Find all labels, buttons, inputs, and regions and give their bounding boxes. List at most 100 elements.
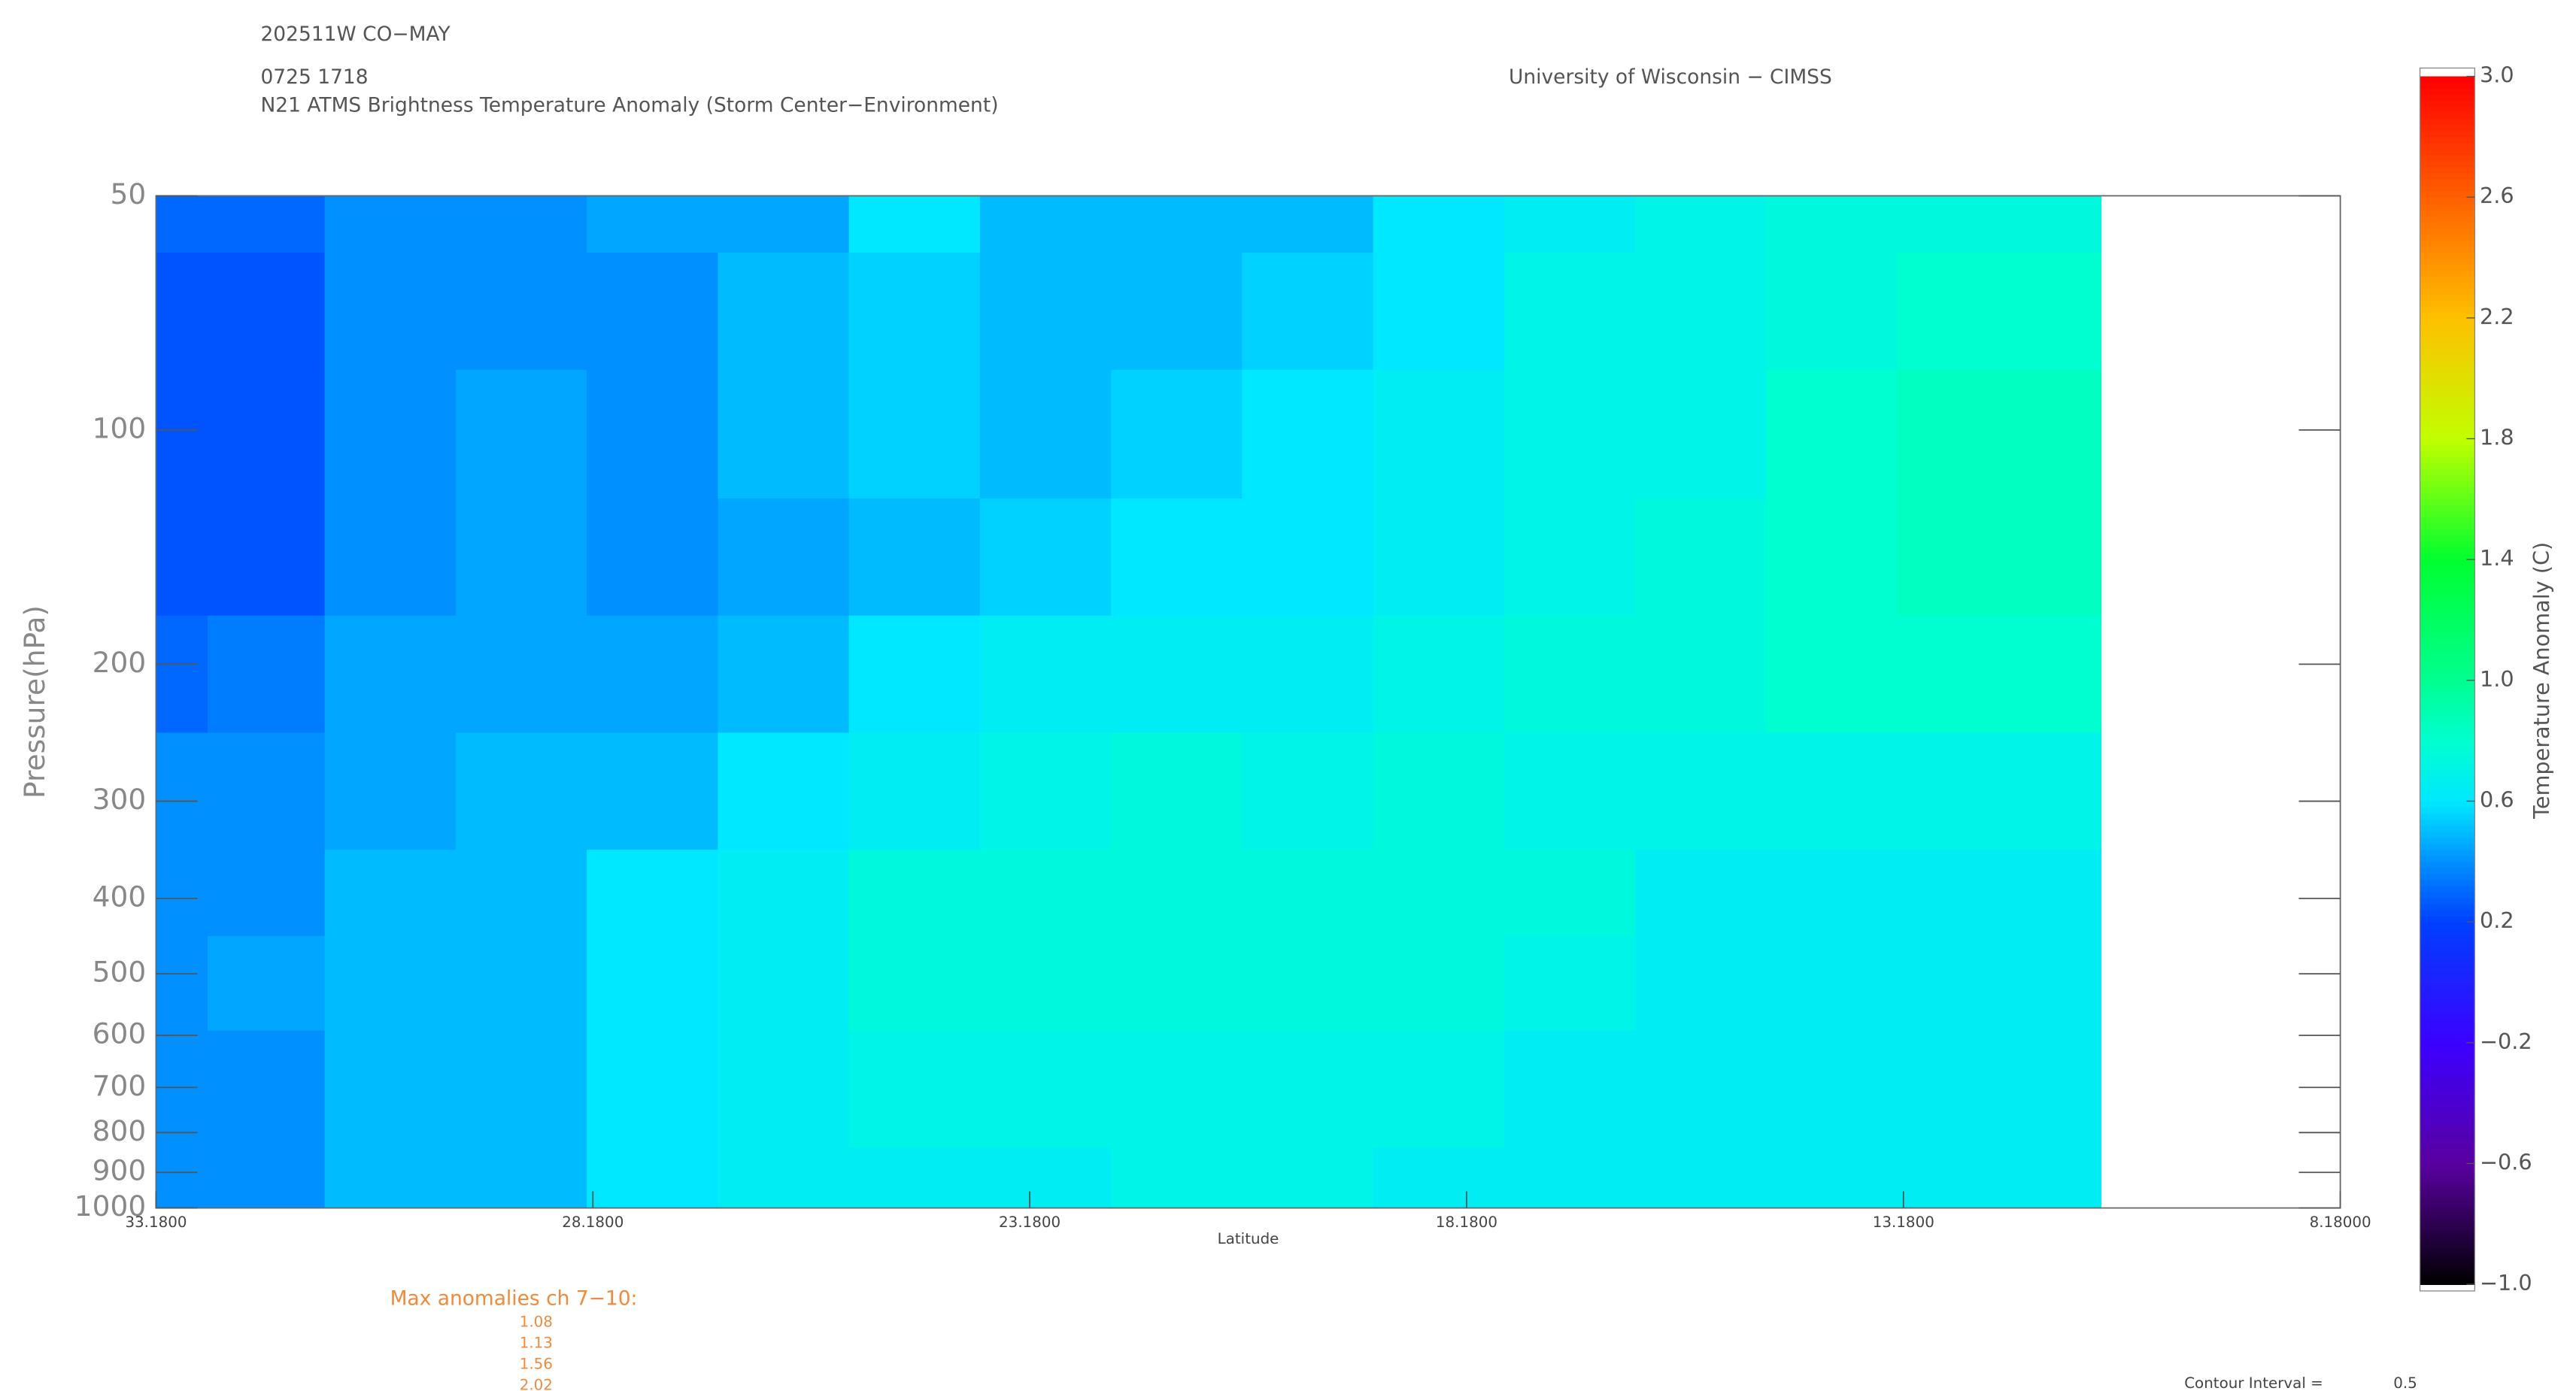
x-tick-label: 13.1800	[1873, 1214, 1934, 1231]
colorbar-swatch	[2420, 1253, 2475, 1261]
anomaly-cell	[587, 1030, 719, 1149]
anomaly-cell	[587, 195, 719, 253]
anomaly-cell	[1111, 253, 1243, 371]
colorbar-swatch	[2420, 638, 2475, 645]
anomaly-cell	[324, 1030, 457, 1149]
anomaly-cell	[455, 935, 587, 1032]
anomaly-cell	[455, 1030, 587, 1149]
y-tick-label: 1000	[74, 1189, 146, 1223]
colorbar-swatch	[2420, 396, 2475, 404]
anomaly-cell	[1766, 195, 1898, 253]
y-tick-label: 900	[93, 1154, 147, 1187]
y-tick-label: 50	[110, 177, 146, 211]
colorbar-swatch	[2420, 197, 2475, 205]
anomaly-cell	[455, 1147, 587, 1208]
anomaly-cell	[979, 615, 1112, 734]
colorbar-swatch	[2420, 535, 2475, 542]
anomaly-cell	[848, 195, 981, 253]
colorbar-swatch	[2420, 1223, 2475, 1231]
colorbar-swatch	[2420, 263, 2475, 271]
colorbar-swatch	[2420, 1121, 2475, 1129]
y-tick-label: 600	[93, 1017, 147, 1050]
colorbar-swatch	[2420, 173, 2475, 180]
y-tick-label: 700	[93, 1069, 147, 1102]
anomaly-cell	[2031, 732, 2101, 850]
anomaly-cell	[1897, 498, 2033, 617]
anomaly-cell	[979, 498, 1112, 617]
colorbar-swatch	[2420, 215, 2475, 223]
anomaly-cell	[207, 369, 326, 499]
colorbar-swatch	[2420, 251, 2475, 259]
anomaly-cell	[587, 1147, 719, 1208]
colorbar-swatch	[2420, 916, 2475, 923]
colorbar-swatch	[2420, 988, 2475, 996]
y-axis-label: Pressure(hPa)	[18, 605, 51, 799]
colorbar-swatch	[2420, 329, 2475, 337]
colorbar-swatch	[2420, 1217, 2475, 1225]
colorbar-swatch	[2420, 462, 2475, 470]
anomaly-cell	[455, 732, 587, 850]
anomaly-cell	[718, 732, 850, 850]
colorbar-swatch	[2420, 511, 2475, 518]
colorbar-swatch	[2420, 723, 2475, 729]
anomaly-cell	[324, 498, 457, 617]
colorbar-swatch	[2420, 372, 2475, 380]
anomaly-cell	[979, 195, 1112, 253]
colorbar-swatch	[2420, 559, 2475, 567]
colorbar-swatch	[2420, 704, 2475, 711]
anomaly-cell	[156, 498, 208, 617]
colorbar-swatch	[2420, 547, 2475, 555]
x-tick-label: 23.1800	[999, 1214, 1060, 1231]
colorbar-swatch	[2420, 1278, 2475, 1285]
colorbar-tick-label: 2.2	[2480, 304, 2514, 329]
colorbar-swatch	[2420, 952, 2475, 959]
x-tick-label: 8.18000	[2310, 1214, 2371, 1231]
anomaly-cell	[587, 498, 719, 617]
anomaly-cell	[455, 615, 587, 734]
colorbar-swatch	[2420, 287, 2475, 295]
anomaly-cell	[207, 850, 326, 937]
anomaly-cell	[1111, 195, 1243, 253]
anomaly-cell	[587, 615, 719, 734]
anomaly-cell	[1503, 195, 1636, 253]
colorbar-swatch	[2420, 1006, 2475, 1014]
colorbar-swatch	[2420, 335, 2475, 343]
colorbar-swatch	[2420, 656, 2475, 663]
colorbar-swatch	[2420, 674, 2475, 681]
colorbar-swatch	[2420, 964, 2475, 971]
colorbar-swatch	[2420, 414, 2475, 422]
colorbar-swatch	[2420, 1115, 2475, 1123]
anomaly-cell	[1373, 195, 1505, 253]
anomaly-cell	[1373, 732, 1505, 850]
colorbar-swatch	[2420, 124, 2475, 132]
colorbar-swatch	[2420, 692, 2475, 699]
anomaly-cell	[1503, 615, 1636, 734]
anomaly-cell	[1373, 935, 1505, 1032]
colorbar-swatch	[2420, 970, 2475, 977]
colorbar-swatch	[2420, 1103, 2475, 1111]
anomaly-cell	[156, 732, 208, 850]
anomaly-cell	[848, 615, 981, 734]
colorbar-swatch	[2420, 499, 2475, 506]
colorbar-swatch	[2420, 136, 2475, 144]
anomaly-cell	[979, 253, 1112, 371]
max-anomaly: 1.13	[520, 1334, 553, 1351]
colorbar-swatch	[2420, 982, 2475, 989]
colorbar-swatch	[2420, 897, 2475, 905]
colorbar-swatch	[2420, 1060, 2475, 1068]
anomaly-cell	[156, 195, 208, 253]
colorbar-swatch	[2420, 185, 2475, 192]
colorbar-swatch	[2420, 650, 2475, 657]
anomaly-cell	[1766, 1147, 1898, 1208]
anomaly-cell	[324, 850, 457, 937]
max-anomalies-title: Max anomalies ch 7−10:	[390, 1286, 638, 1310]
anomaly-cell	[207, 195, 326, 253]
colorbar-swatch	[2420, 1157, 2475, 1165]
anomaly-cell	[979, 935, 1112, 1032]
colorbar-swatch	[2420, 227, 2475, 235]
y-tick-label: 100	[93, 411, 147, 444]
colorbar-swatch	[2420, 837, 2475, 844]
anomaly-cell	[2031, 253, 2101, 371]
colorbar-tick-label: −0.2	[2480, 1029, 2532, 1054]
y-tick-label: 400	[93, 880, 147, 913]
